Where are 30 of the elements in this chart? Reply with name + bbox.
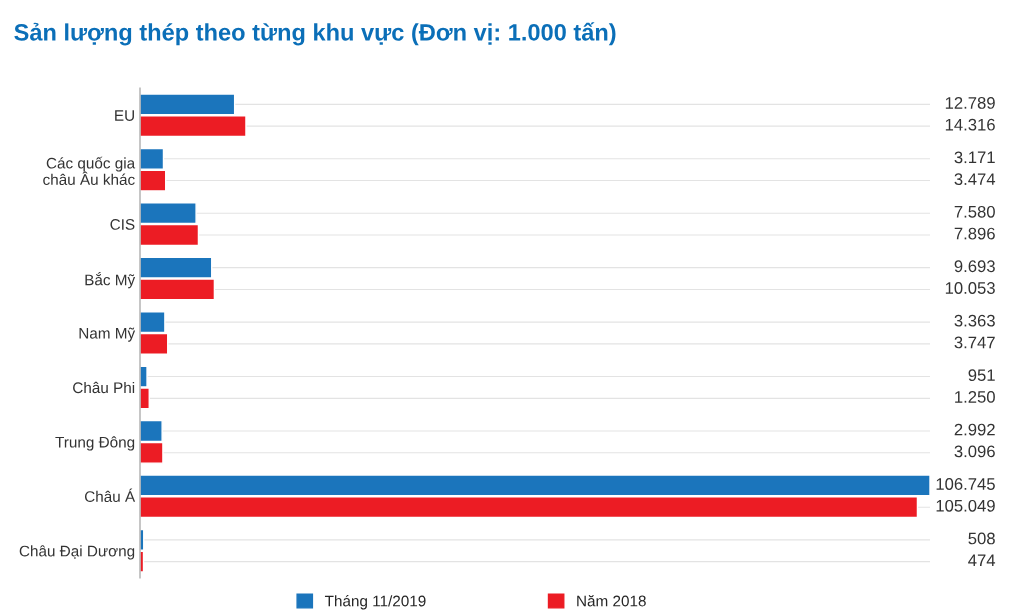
y-tick-label: EU	[115, 110, 134, 121]
data-label: 3.171	[954, 151, 995, 164]
data-label: 951	[968, 369, 995, 382]
data-label: 9.693	[954, 260, 995, 273]
data-label: 7.896	[954, 227, 995, 240]
y-tick-label: Châu Phi	[73, 381, 135, 394]
data-label: 14.316	[945, 118, 995, 131]
y-tick-label: Bắc Mỹ	[85, 271, 136, 289]
data-label: 12.789	[945, 97, 995, 109]
legend-label: Tháng 11/2019	[324, 595, 426, 610]
data-label: 474	[968, 554, 996, 566]
data-label: 7.580	[954, 205, 995, 218]
chart-title: Sản lượng thép theo từng khu vực (Đơn vị: 1.000 tấn)	[14, 22, 616, 46]
data-label: 10.053	[945, 282, 995, 294]
y-tick-label: Các quốc gia châu Âu khác	[43, 156, 136, 186]
data-label: 3.096	[954, 445, 995, 458]
data-label: 3.474	[954, 173, 996, 186]
data-label: 1.250	[955, 391, 995, 403]
y-tick-label: Nam Mỹ	[79, 327, 136, 342]
y-tick-label: CIS	[110, 218, 135, 230]
y-tick-label: Trung Đông	[55, 436, 135, 451]
data-label: 106.745	[936, 478, 995, 490]
y-tick-label: Châu Đại Dương	[19, 545, 135, 560]
data-label: 3.747	[954, 336, 995, 349]
data-label: 508	[968, 532, 995, 545]
data-label: 105.049	[936, 499, 995, 512]
data-label: 2.992	[954, 423, 995, 436]
data-label: 3.363	[954, 314, 995, 327]
legend-label: Năm 2018	[577, 595, 646, 607]
y-tick-label: Châu Á	[84, 488, 136, 503]
